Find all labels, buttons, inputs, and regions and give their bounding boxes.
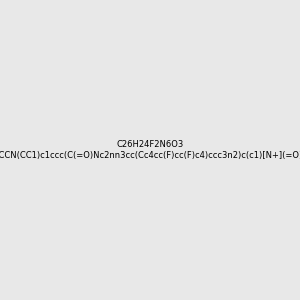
Text: C26H24F2N6O3
CN1CCN(CC1)c1ccc(C(=O)Nc2nn3cc(Cc4cc(F)cc(F)c4)ccc3n2)c(c1)[N+](=O): C26H24F2N6O3 CN1CCN(CC1)c1ccc(C(=O)Nc2nn… — [0, 140, 300, 160]
